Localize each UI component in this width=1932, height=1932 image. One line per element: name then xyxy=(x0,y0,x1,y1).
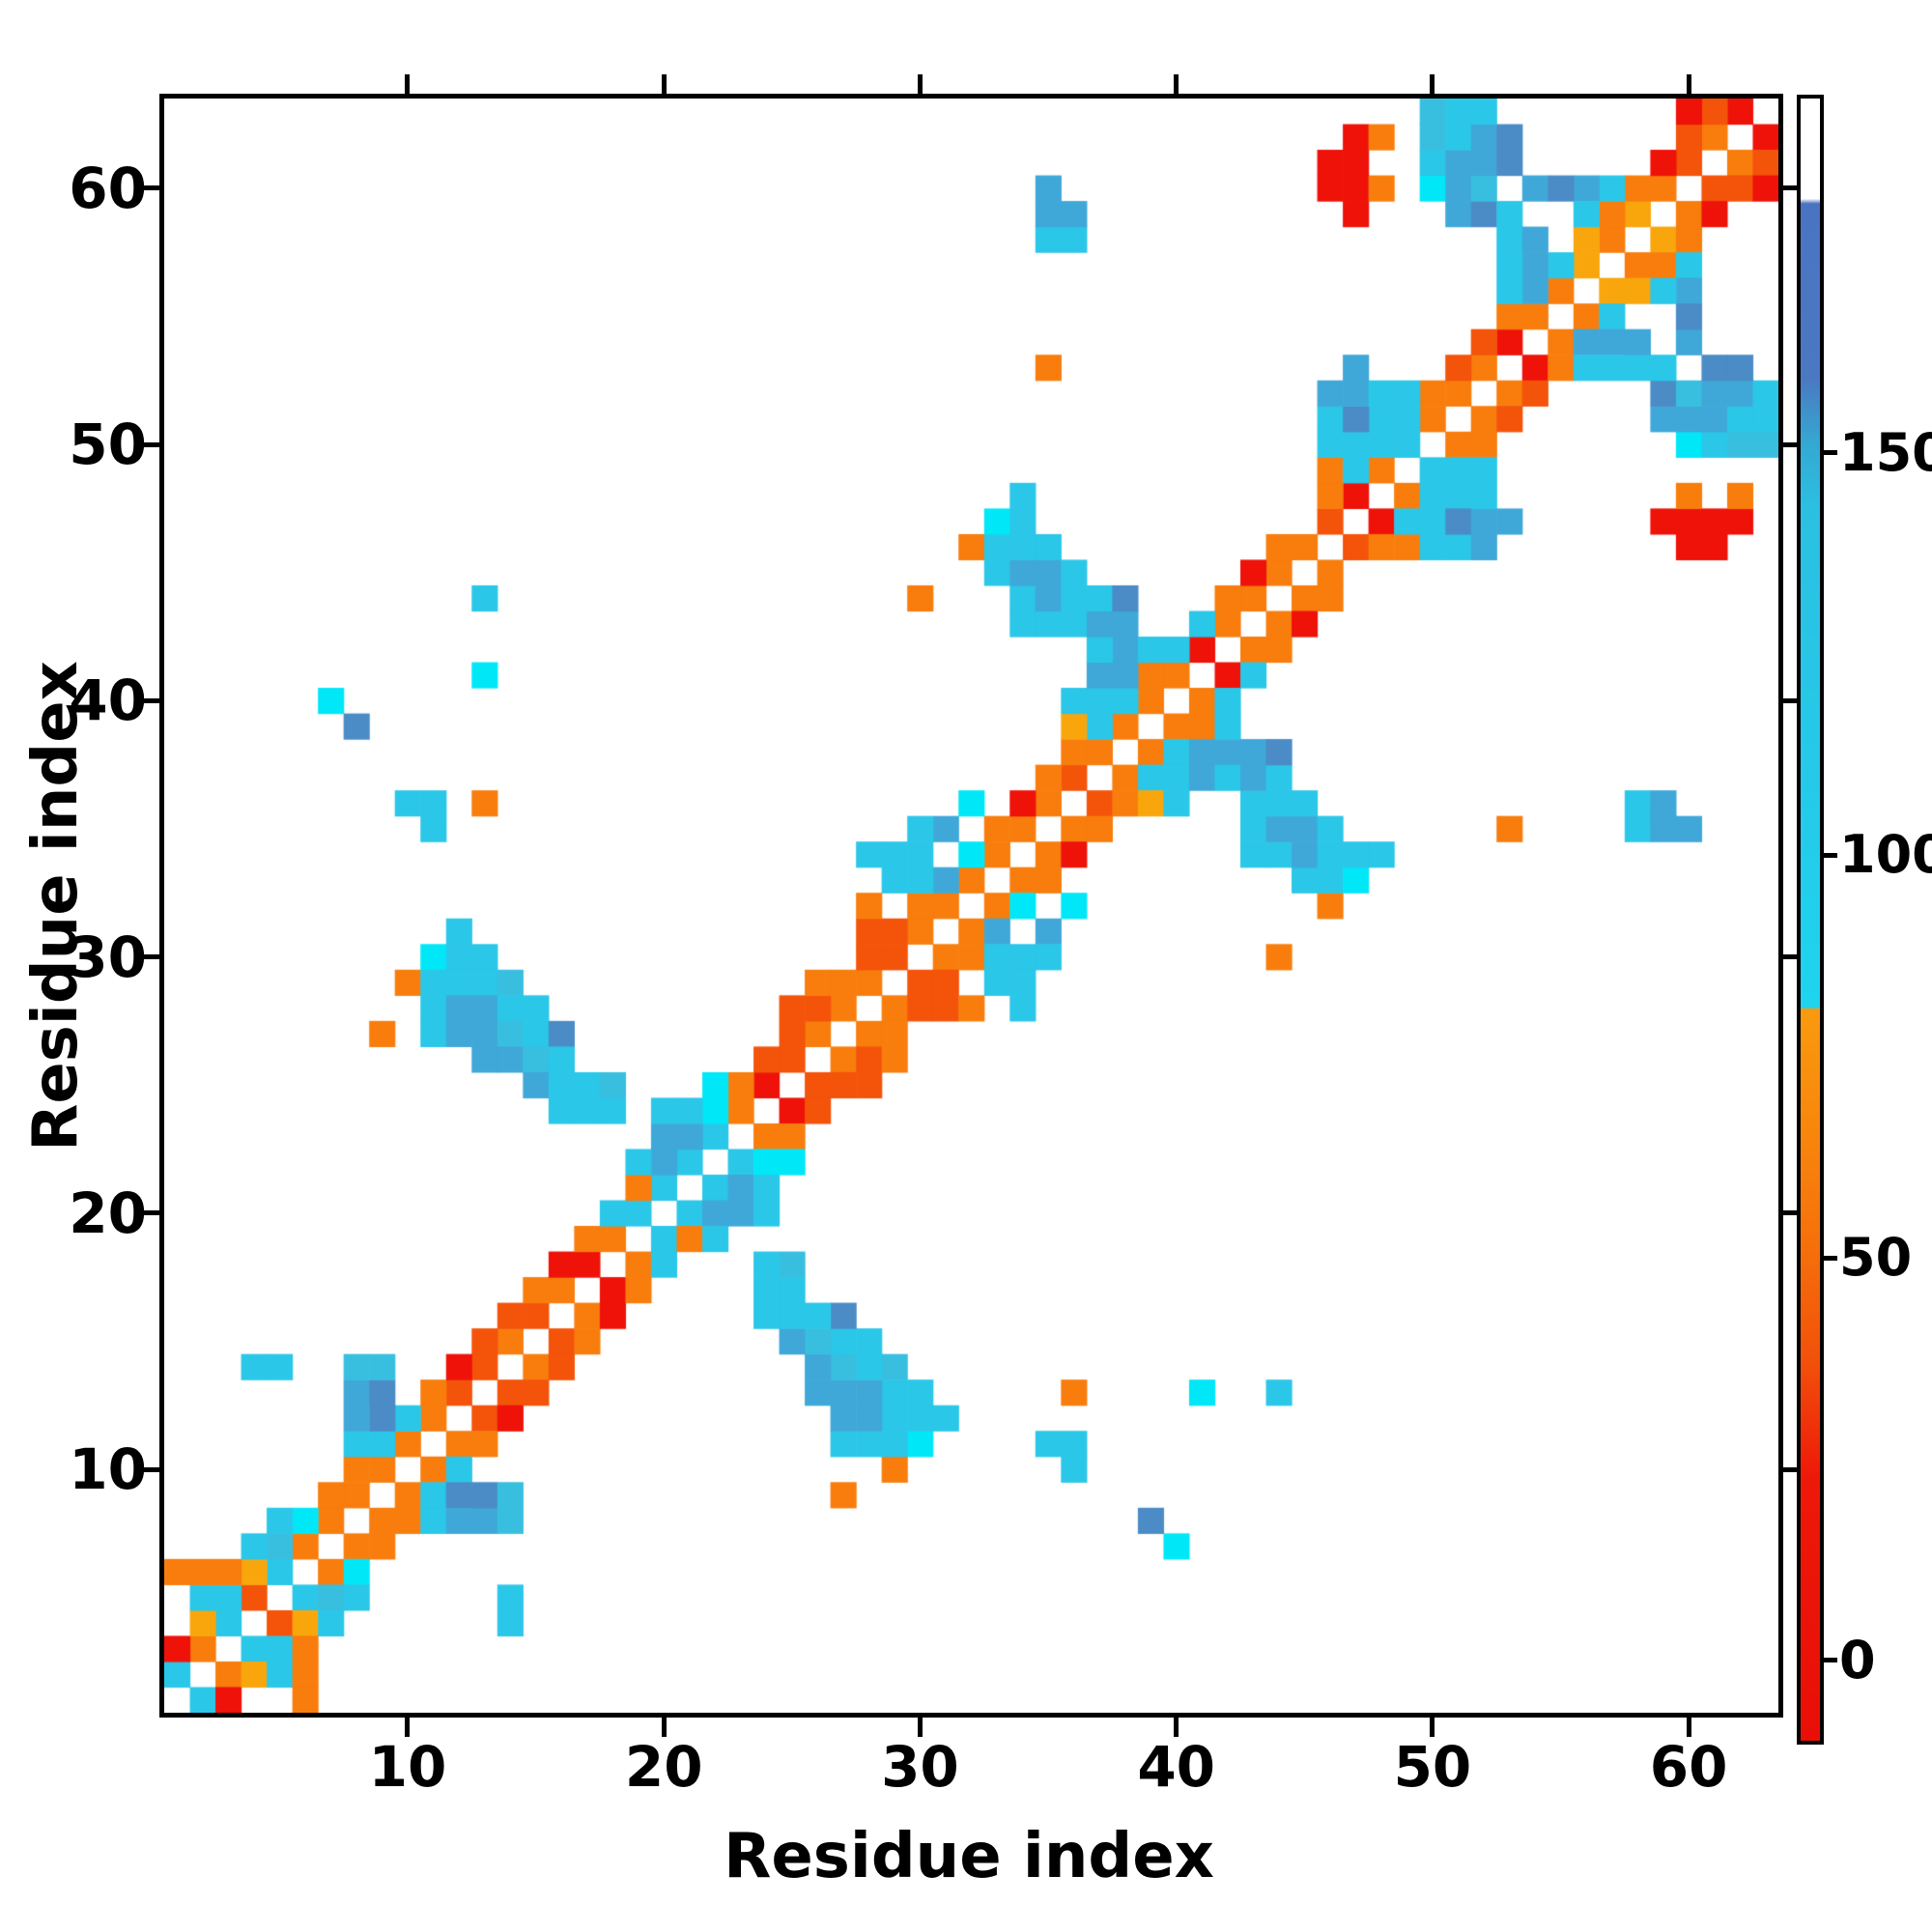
x-axis-title: Residue index xyxy=(724,1821,1214,1892)
y-right-tick-50 xyxy=(1783,441,1803,447)
x-top-tick-10 xyxy=(405,74,411,94)
y-axis-title: Residue index xyxy=(20,661,92,1151)
x-top-tick-20 xyxy=(661,74,667,94)
y-tick-label-10: 10 xyxy=(69,1436,147,1503)
y-tick-label-50: 50 xyxy=(69,412,147,478)
y-tick-label-30: 30 xyxy=(69,923,147,990)
y-tick-10 xyxy=(140,1466,159,1472)
y-tick-label-40: 40 xyxy=(69,668,147,734)
y-tick-label-60: 60 xyxy=(69,155,147,221)
y-right-tick-30 xyxy=(1783,954,1803,960)
y-right-tick-10 xyxy=(1783,1466,1803,1472)
x-tick-label-50: 50 xyxy=(1393,1734,1472,1800)
x-tick-label-30: 30 xyxy=(881,1734,959,1800)
y-tick-20 xyxy=(140,1210,159,1216)
colorbar-tick-50 xyxy=(1824,1255,1837,1261)
colorbar xyxy=(1797,95,1824,1745)
y-tick-60 xyxy=(140,185,159,191)
x-tick-30 xyxy=(917,1718,923,1737)
y-right-tick-60 xyxy=(1783,185,1803,191)
x-tick-label-20: 20 xyxy=(624,1734,703,1800)
x-tick-10 xyxy=(405,1718,411,1737)
colorbar-label-50: 50 xyxy=(1839,1227,1913,1288)
x-top-tick-30 xyxy=(917,74,923,94)
x-tick-40 xyxy=(1174,1718,1179,1737)
colorbar-tick-150 xyxy=(1824,450,1837,456)
x-tick-label-60: 60 xyxy=(1649,1734,1728,1800)
x-tick-20 xyxy=(661,1718,667,1737)
colorbar-label-150: 150 xyxy=(1839,421,1932,483)
x-tick-label-40: 40 xyxy=(1137,1734,1216,1800)
x-tick-60 xyxy=(1686,1718,1691,1737)
x-top-tick-40 xyxy=(1174,74,1179,94)
y-tick-label-20: 20 xyxy=(69,1179,147,1246)
y-right-tick-40 xyxy=(1783,697,1803,703)
colorbar-label-0: 0 xyxy=(1839,1629,1876,1690)
y-tick-40 xyxy=(140,697,159,703)
x-top-tick-50 xyxy=(1430,74,1435,94)
plot-area xyxy=(159,94,1783,1718)
y-right-tick-20 xyxy=(1783,1210,1803,1216)
colorbar-label-100: 100 xyxy=(1839,824,1932,886)
contact-map-heatmap xyxy=(164,99,1778,1713)
x-top-tick-60 xyxy=(1686,74,1691,94)
y-tick-50 xyxy=(140,441,159,447)
x-tick-label-10: 10 xyxy=(368,1734,447,1800)
x-tick-50 xyxy=(1430,1718,1435,1737)
colorbar-tick-100 xyxy=(1824,852,1837,858)
colorbar-tick-0 xyxy=(1824,1658,1837,1663)
y-tick-30 xyxy=(140,954,159,960)
